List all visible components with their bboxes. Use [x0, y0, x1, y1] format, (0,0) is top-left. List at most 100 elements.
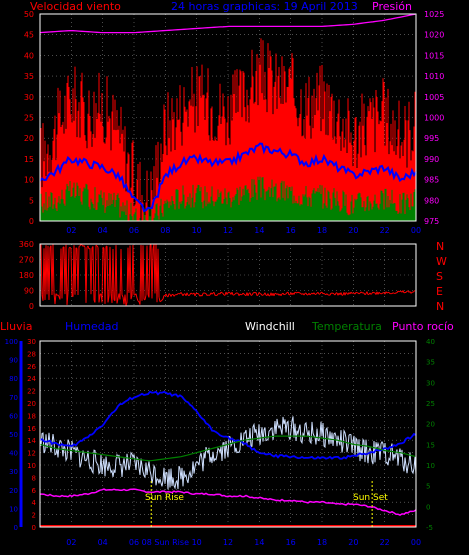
direction-trace	[216, 293, 219, 296]
direction-trace	[125, 302, 128, 306]
temp-right-tick-label: 15	[426, 441, 435, 449]
y-tick-label-left: 35	[24, 72, 34, 81]
direction-trace	[211, 292, 214, 295]
direction-trace	[94, 245, 97, 303]
direction-trace	[98, 294, 101, 303]
temp-right-tick-label: 20	[426, 421, 435, 429]
y-tick-label-right: 995	[424, 134, 439, 143]
direction-trace	[151, 248, 154, 299]
direction-trace	[158, 297, 161, 302]
x-tick-label: 08	[160, 226, 170, 235]
direction-label-n-top: N	[436, 240, 444, 253]
direction-trace	[228, 291, 231, 294]
temp-x-tick-label: 08 Sun Rise	[142, 538, 189, 547]
y-tick-label-left: 10	[24, 176, 34, 185]
direction-trace	[258, 292, 261, 294]
temp-right-tick-label: 0	[426, 503, 430, 511]
legend-rain: Lluvia	[0, 320, 32, 333]
wind-speed-title: Velocidad viento	[30, 0, 121, 13]
x-tick-label: 12	[223, 226, 233, 235]
x-tick-label: 10	[192, 226, 202, 235]
humidity-tick-label: 90	[9, 357, 18, 365]
direction-trace	[360, 291, 363, 294]
direction-trace	[121, 294, 124, 298]
direction-trace	[242, 292, 245, 295]
x-tick-label: 02	[66, 226, 76, 235]
direction-trace	[358, 292, 361, 295]
direction-trace	[112, 248, 115, 300]
direction-trace	[398, 290, 401, 293]
direction-trace	[315, 292, 318, 295]
direction-trace	[54, 293, 57, 305]
temp-left-tick-label: 18	[27, 412, 36, 420]
direction-trace	[385, 291, 388, 294]
temp-right-tick-label: 35	[426, 359, 435, 367]
direction-panel-frame	[39, 243, 417, 307]
pressure-title: Presión	[372, 0, 412, 13]
direction-trace	[329, 292, 332, 296]
direction-trace	[157, 248, 160, 298]
direction-trace	[247, 293, 250, 296]
temp-left-tick-label: 20	[27, 400, 36, 408]
temp-right-tick-label: 25	[426, 400, 435, 408]
direction-trace	[317, 292, 320, 295]
direction-trace	[294, 291, 297, 294]
y-tick-label-left: 30	[24, 93, 34, 102]
direction-trace	[75, 247, 78, 249]
direction-trace	[287, 291, 290, 296]
temp-right-tick-label: 10	[426, 462, 435, 470]
direction-trace	[275, 293, 278, 295]
legend-temperature: Temperatura	[311, 320, 382, 333]
temp-x-tick-label: 10	[192, 538, 202, 547]
temp-x-tick-label: 00	[411, 538, 421, 547]
temp-right-tick-label: 40	[426, 338, 435, 346]
temp-left-tick-label: 6	[32, 487, 37, 495]
direction-trace	[40, 244, 43, 295]
humidity-line	[39, 390, 417, 460]
direction-trace	[319, 292, 322, 295]
direction-trace	[65, 244, 68, 305]
x-tick-label: 16	[286, 226, 296, 235]
direction-trace	[372, 291, 375, 294]
direction-trace	[159, 300, 162, 303]
y-tick-label-right: 980	[424, 196, 439, 205]
temp-right-tick-label: 30	[426, 379, 435, 387]
humidity-tick-label: 70	[9, 394, 18, 402]
direction-label-s: S	[436, 270, 443, 283]
direction-trace	[231, 291, 234, 296]
direction-trace	[180, 292, 183, 295]
direction-tick-label: 270	[19, 256, 34, 265]
direction-tick-label: 90	[24, 287, 34, 296]
temp-right-tick-label: -5	[426, 524, 433, 532]
sunset-label: Sun Set	[353, 493, 388, 503]
direction-label-w: W	[436, 255, 447, 268]
x-tick-label: 06	[129, 226, 139, 235]
direction-trace	[120, 249, 123, 295]
direction-trace	[52, 244, 55, 293]
direction-trace	[186, 292, 189, 296]
direction-trace	[300, 293, 303, 295]
direction-trace	[381, 292, 384, 295]
y-tick-label-right: 975	[424, 217, 439, 226]
y-tick-label-right: 1015	[424, 51, 444, 60]
direction-trace	[144, 295, 147, 300]
direction-trace	[281, 292, 284, 295]
x-tick-label: 20	[348, 226, 358, 235]
direction-trace	[249, 292, 252, 296]
y-tick-label-right: 985	[424, 176, 439, 185]
x-tick-label: 22	[380, 226, 390, 235]
temp-left-tick-label: 2	[32, 512, 36, 520]
humidity-tick-label: 100	[5, 338, 18, 346]
direction-trace	[70, 248, 73, 297]
temp-x-tick-label: 04	[98, 538, 108, 547]
direction-trace	[350, 291, 353, 294]
direction-trace	[309, 293, 312, 296]
y-tick-label-right: 1010	[424, 72, 444, 81]
direction-trace	[221, 292, 224, 294]
direction-trace	[206, 294, 209, 297]
temp-x-tick-label: 16	[286, 538, 296, 547]
direction-trace	[313, 292, 316, 295]
y-tick-label-right: 990	[424, 155, 439, 164]
direction-trace	[77, 246, 80, 296]
direction-trace	[124, 294, 127, 306]
